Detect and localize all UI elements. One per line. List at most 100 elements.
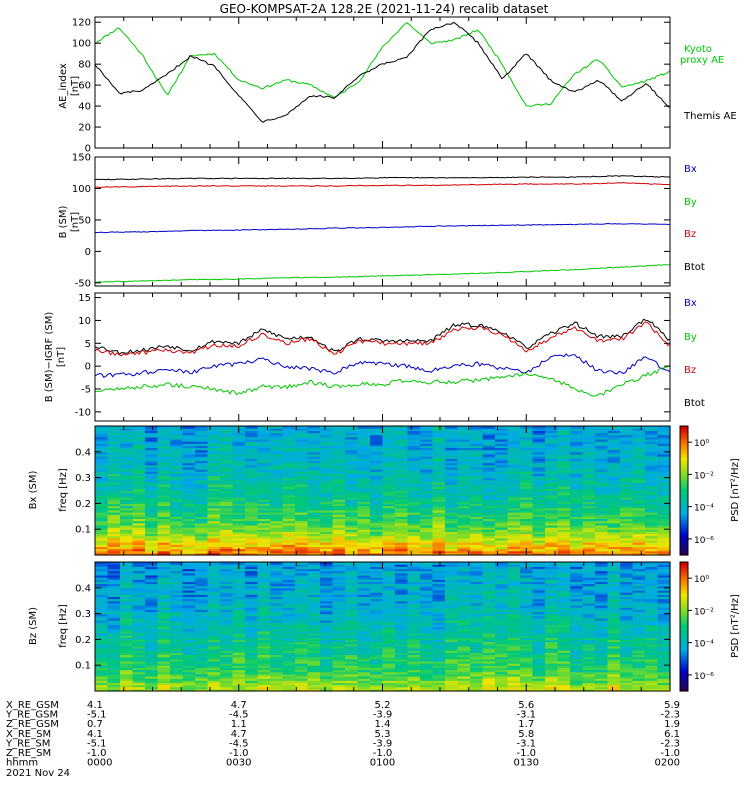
specbz-cell xyxy=(207,675,221,679)
specbx-cell xyxy=(420,507,434,511)
specbz-cell xyxy=(345,678,359,681)
specbx-cell xyxy=(182,505,196,509)
specbx-cell xyxy=(357,475,371,479)
specbx-cell xyxy=(657,453,671,457)
specbx-cell xyxy=(382,552,396,556)
specbz-cell xyxy=(445,643,459,647)
specbx-cell xyxy=(257,447,271,451)
specbx-cell xyxy=(545,458,559,461)
specbz-cell xyxy=(407,675,421,679)
specbx-cell xyxy=(507,514,521,517)
specbx-cell xyxy=(207,475,221,479)
specbx-cell xyxy=(232,484,246,487)
specbz-cell xyxy=(120,589,134,593)
specbz-cell xyxy=(407,643,421,647)
specbz-cell xyxy=(107,587,121,591)
specbz-cell xyxy=(157,611,171,615)
specbx-cell xyxy=(207,460,221,464)
specbz-cell xyxy=(370,605,384,608)
specbz-cell xyxy=(145,592,159,595)
specbz-cell xyxy=(432,615,446,619)
specbx-cell xyxy=(595,484,609,487)
specbx-cell xyxy=(370,479,384,483)
specbx-cell xyxy=(557,458,571,461)
specbz-cell xyxy=(357,568,371,572)
specbx-cell xyxy=(620,490,634,494)
specbx-cell xyxy=(657,524,671,528)
specbx-cell xyxy=(545,441,559,444)
specbz-cell xyxy=(107,645,121,649)
specbx-cell xyxy=(582,548,596,552)
specbx-cell xyxy=(257,456,271,459)
specbx-cell xyxy=(220,546,234,550)
specbx-cell xyxy=(295,529,309,532)
specbx-cell xyxy=(420,492,434,496)
specbx-cell xyxy=(545,496,559,500)
specbx-cell xyxy=(545,447,559,451)
specbz-cell xyxy=(232,581,246,585)
specbx-cell xyxy=(632,537,646,541)
specbx-cell xyxy=(132,531,146,535)
specbx-cell xyxy=(457,456,471,459)
specbx-cell xyxy=(207,449,221,453)
specbx-cell xyxy=(370,486,384,489)
specbz-cell xyxy=(107,686,121,690)
specbx-cell xyxy=(245,436,259,440)
specbz-cell xyxy=(195,660,209,664)
specbz-cell xyxy=(295,622,309,625)
specbz-cell xyxy=(357,650,371,653)
specbz-cell xyxy=(232,669,246,673)
specbx-cell xyxy=(220,430,234,434)
specbz-cell xyxy=(207,684,221,688)
specbx-cell xyxy=(482,477,496,481)
specbx-cell xyxy=(632,548,646,552)
specbx-cell xyxy=(120,544,134,547)
specbx-cell xyxy=(582,443,596,446)
specbx-cell xyxy=(120,473,134,477)
specbz-cell xyxy=(382,622,396,625)
specbz-cell xyxy=(282,665,296,668)
specbx-cell xyxy=(145,522,159,526)
specbx-cell xyxy=(457,520,471,524)
specbx-cell xyxy=(220,441,234,444)
specbx-cell xyxy=(645,441,659,444)
specbz-cell xyxy=(120,678,134,681)
specbx-cell xyxy=(182,466,196,470)
specbx-cell xyxy=(295,539,309,543)
specbx-cell xyxy=(632,524,646,528)
specbz-cell xyxy=(145,596,159,600)
specbx-cell xyxy=(370,494,384,498)
specbx-cell xyxy=(570,539,584,543)
specbx-cell xyxy=(157,494,171,498)
specbx-cell xyxy=(445,449,459,453)
specbx-cell xyxy=(432,516,446,520)
specbz-cell xyxy=(95,624,109,628)
specbx-cell xyxy=(457,466,471,470)
specbx-cell xyxy=(595,432,609,436)
specbx-cell xyxy=(170,531,184,535)
specbx-cell xyxy=(332,443,346,446)
specbz-cell xyxy=(332,656,346,660)
specbz-cell xyxy=(420,648,434,651)
specbx-cell xyxy=(495,537,509,541)
bsm-line-by xyxy=(95,264,671,283)
specbz-cell xyxy=(432,656,446,660)
specbx-cell xyxy=(170,471,184,474)
specbx-cell xyxy=(195,520,209,524)
specbx-cell xyxy=(232,518,246,522)
specbx-cell xyxy=(595,438,609,442)
specbz-cell xyxy=(345,680,359,683)
specbx-cell xyxy=(507,449,521,453)
specbx-cell xyxy=(270,426,284,429)
specbz-cell xyxy=(245,596,259,600)
specbz-cell xyxy=(320,686,334,690)
specbz-cell xyxy=(257,667,271,671)
specbz-cell xyxy=(207,598,221,602)
specbx-cell xyxy=(307,501,321,504)
specbz-cell xyxy=(357,592,371,595)
specbx-cell xyxy=(132,488,146,492)
specbz-cell xyxy=(170,596,184,600)
specbx-cell xyxy=(620,464,634,468)
specbz-cell xyxy=(257,566,271,570)
specbx-cell xyxy=(445,447,459,451)
